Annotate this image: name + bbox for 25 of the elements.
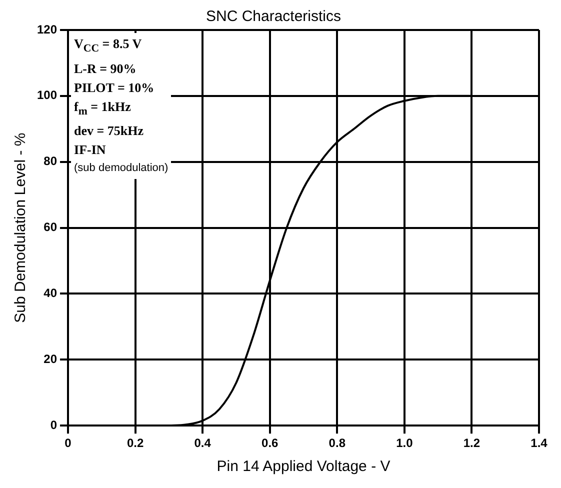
annotation: f$_{m}$ = 1kHz bbox=[74, 98, 132, 120]
annotation: IF-IN bbox=[74, 141, 107, 160]
annotation: PILOT = 10% bbox=[74, 78, 156, 97]
x-tick-label: 1.0 bbox=[396, 436, 414, 450]
y-tick-label: 0 bbox=[50, 418, 58, 432]
x-tick-label: 1.4 bbox=[530, 436, 548, 450]
annotation: V$_{CC}$ = 8.5 V bbox=[74, 35, 143, 57]
x-tick-label: 0 bbox=[64, 436, 72, 450]
x-tick-label: 1.2 bbox=[463, 436, 480, 450]
y-tick-label: 40 bbox=[44, 286, 58, 300]
x-tick-label: 0.2 bbox=[126, 436, 144, 450]
y-tick-label: 80 bbox=[44, 154, 58, 168]
y-axis-title: Sub Demodulation Level - % bbox=[12, 132, 30, 323]
y-tick-label: 20 bbox=[44, 352, 58, 366]
annotation: (sub demodulation) bbox=[74, 161, 168, 176]
y-tick-label: 60 bbox=[44, 220, 58, 234]
y-tick-label: 120 bbox=[36, 22, 58, 36]
x-tick-label: 0.8 bbox=[328, 436, 346, 450]
y-tick-label: 100 bbox=[36, 88, 58, 102]
annotation: L-R = 90% bbox=[74, 60, 138, 78]
x-tick-label: 0.4 bbox=[194, 436, 212, 450]
x-tick-label: 0.6 bbox=[262, 436, 279, 450]
chart-title: SNC Characteristics bbox=[206, 8, 342, 26]
x-axis-title: Pin 14 Applied Voltage - V bbox=[216, 458, 390, 476]
annotation: dev = 75kHz bbox=[74, 122, 145, 140]
